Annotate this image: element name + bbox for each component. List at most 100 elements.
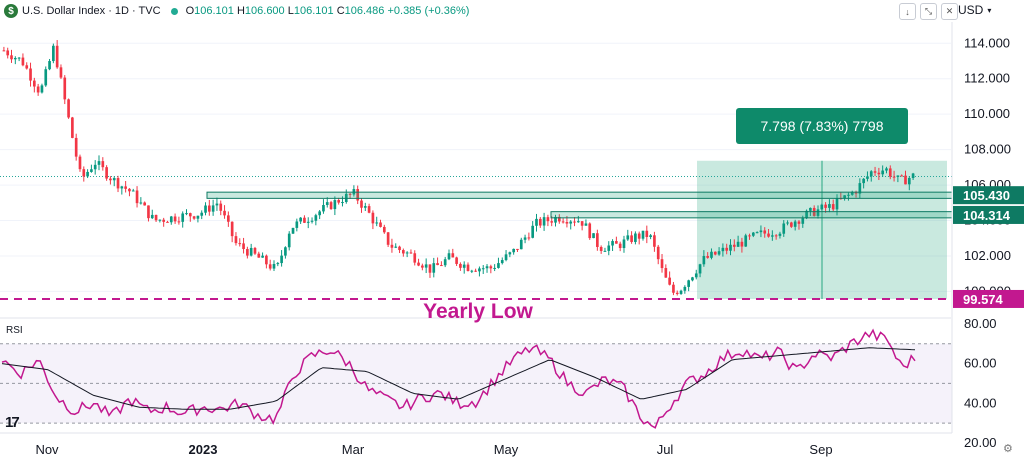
candle-body	[649, 235, 652, 238]
candle-body	[809, 207, 812, 211]
candle-body	[885, 168, 888, 171]
candle-body	[732, 244, 736, 247]
candle-body	[417, 262, 420, 266]
candle-body	[409, 252, 413, 254]
candle-body	[790, 222, 793, 227]
candle-body	[55, 45, 59, 68]
candle-body	[759, 230, 763, 233]
candle-body	[740, 241, 744, 247]
candle-body	[550, 221, 554, 223]
candle-body	[748, 235, 751, 237]
candle-body	[892, 176, 896, 178]
candle-body	[207, 205, 211, 212]
candle-body	[626, 235, 630, 240]
candle-body	[542, 217, 546, 226]
rsi-ma-line	[1, 347, 916, 410]
candle-body	[873, 171, 877, 173]
candle-body	[774, 235, 778, 237]
price-label-bg	[953, 289, 1024, 308]
candle-body	[824, 204, 827, 208]
candle-body	[78, 156, 82, 170]
candle-body	[249, 247, 253, 256]
candle-body	[242, 243, 245, 250]
candle-body	[459, 263, 462, 268]
candle-body	[97, 161, 101, 165]
candle-body	[440, 265, 443, 267]
candle-body	[356, 189, 360, 201]
candle-body	[664, 268, 668, 278]
time-tick-label: May	[494, 442, 519, 457]
candle-body	[276, 263, 280, 265]
down-arrow-icon[interactable]: ↓	[899, 3, 916, 20]
candle-body	[843, 195, 846, 199]
time-tick-label: Jul	[657, 442, 674, 457]
crosshair-icon[interactable]: ⤡	[920, 3, 937, 20]
candle-body	[2, 50, 6, 52]
candle-body	[322, 204, 325, 212]
candle-body	[128, 188, 131, 192]
price-label-bg	[953, 186, 1024, 205]
candle-body	[204, 205, 207, 213]
currency-selector[interactable]: USD ▾	[958, 3, 991, 17]
candle-body	[382, 226, 386, 233]
candle-body	[462, 264, 466, 268]
resistance-zone-2[interactable]	[550, 211, 953, 219]
candle-body	[580, 221, 584, 226]
candle-body	[257, 253, 261, 258]
candle-body	[805, 210, 808, 219]
rsi-indicator-label[interactable]: RSI	[6, 325, 23, 336]
candle-body	[793, 221, 797, 227]
candle-body	[280, 255, 283, 264]
time-tick-label: Mar	[342, 442, 365, 457]
close-icon[interactable]: ✕	[941, 3, 958, 20]
candle-body	[618, 243, 622, 249]
candle-body	[246, 249, 249, 256]
candle-body	[154, 214, 158, 221]
market-status-dot	[170, 7, 178, 15]
candle-body	[478, 268, 481, 272]
candle-body	[828, 204, 831, 208]
candle-body	[721, 247, 725, 252]
candle-body	[314, 215, 318, 221]
price-tick-label: 110.000	[964, 106, 1010, 121]
candle-body	[653, 235, 656, 247]
candle-body	[105, 167, 108, 179]
candle-body	[443, 259, 447, 266]
time-axis: Nov 2023 Mar May Jul Sep	[0, 432, 952, 457]
candle-body	[729, 244, 732, 251]
candle-body	[702, 256, 706, 265]
candle-body	[211, 205, 215, 212]
candle-body	[531, 225, 535, 238]
candle-body	[668, 277, 671, 285]
candle-body	[318, 211, 321, 216]
rsi-tick-label: 20.00	[964, 435, 997, 450]
candle-body	[778, 233, 782, 236]
candle-body	[771, 235, 774, 237]
candle-body	[710, 251, 713, 258]
candle-body	[573, 221, 576, 223]
candle-body	[234, 236, 238, 244]
candle-body	[881, 170, 884, 175]
candle-body	[592, 233, 595, 239]
candle-body	[474, 270, 477, 272]
candle-body	[535, 218, 538, 226]
currency-label: USD	[958, 3, 984, 17]
candle-body	[847, 194, 850, 196]
candle-body	[782, 223, 786, 234]
candle-body	[120, 186, 124, 189]
resistance-zone-1[interactable]	[206, 191, 953, 199]
candle-body	[694, 273, 698, 278]
candle-body	[512, 248, 515, 253]
candle-body	[150, 214, 154, 219]
yearly-low-label: Yearly Low	[423, 300, 533, 323]
candle-body	[516, 248, 519, 250]
candle-body	[135, 190, 139, 204]
price-tick-label: 108.000	[964, 142, 1011, 157]
candle-body	[360, 200, 363, 208]
candle-body	[379, 222, 382, 227]
symbol-title[interactable]: U.S. Dollar Index · 1D · TVC	[22, 5, 161, 17]
candle-body	[59, 67, 63, 78]
settings-icon[interactable]: ⚙	[1003, 443, 1013, 455]
candle-body	[888, 168, 892, 177]
